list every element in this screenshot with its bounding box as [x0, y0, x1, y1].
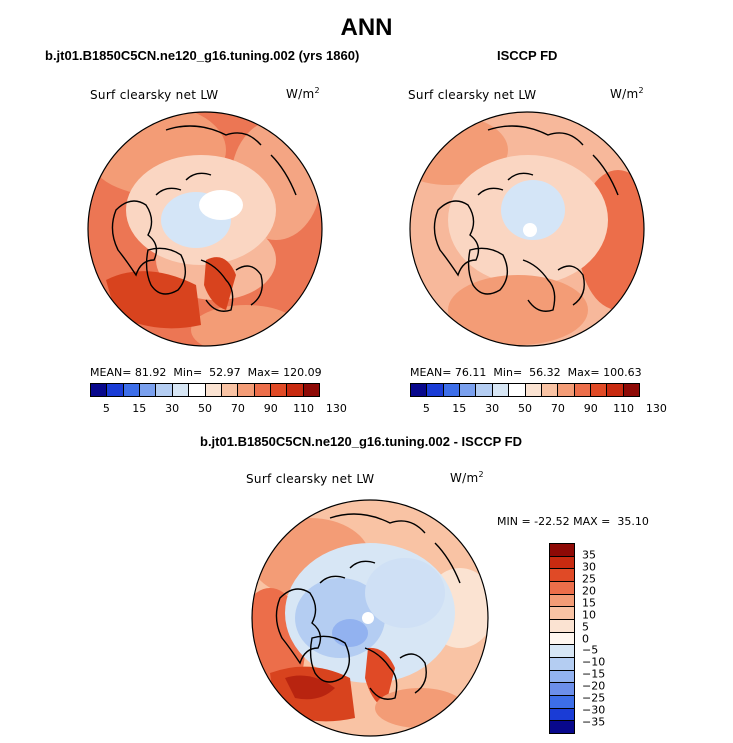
colorbar-swatch: [550, 632, 574, 646]
colorbar-swatch: [140, 384, 157, 396]
obs-colorbar: [410, 383, 640, 397]
colorbar-swatch: [107, 384, 124, 396]
colorbar-swatch: [550, 594, 574, 608]
colorbar-swatch: [550, 670, 574, 684]
colorbar-swatch: [550, 620, 574, 633]
colorbar-swatch: [550, 708, 574, 722]
colorbar-tick-label: 15: [452, 402, 467, 415]
colorbar-swatch: [221, 384, 239, 396]
obs-panel-title: ISCCP FD: [497, 48, 558, 63]
colorbar-tick-label: 30: [582, 560, 596, 574]
colorbar-swatch: [550, 556, 574, 570]
model-units-label: W/m2: [286, 86, 320, 101]
colorbar-swatch: [254, 384, 271, 396]
colorbar-swatch: [590, 384, 608, 396]
colorbar-tick-label: 50: [198, 402, 212, 415]
colorbar-tick-label: 15: [582, 596, 596, 610]
colorbar-swatch: [550, 544, 574, 557]
colorbar-tick-label: −30: [582, 703, 606, 717]
colorbar-tick-label: −35: [582, 715, 606, 729]
model-colorbar: [90, 383, 320, 397]
colorbar-tick-label: −20: [582, 679, 606, 693]
colorbar-tick-label: 110: [293, 402, 315, 415]
colorbar-swatch: [287, 384, 304, 396]
colorbar-tick-label: −15: [582, 667, 606, 681]
colorbar-swatch: [238, 384, 255, 396]
diff-polar-map: [251, 499, 489, 737]
model-panel-title: b.jt01.B1850C5CN.ne120_g16.tuning.002 (y…: [45, 48, 360, 63]
obs-variable-label: Surf clearsky net LW: [408, 88, 537, 102]
model-polar-map: [87, 111, 323, 347]
model-stats: MEAN= 81.92 Min= 52.97 Max= 120.09: [90, 366, 322, 379]
colorbar-swatch: [443, 384, 461, 396]
colorbar-swatch: [189, 384, 206, 396]
obs-stats: MEAN= 76.11 Min= 56.32 Max= 100.63: [410, 366, 642, 379]
colorbar-tick-label: 110: [613, 402, 635, 415]
colorbar-swatch: [550, 645, 574, 659]
colorbar-swatch: [91, 384, 108, 396]
colorbar-swatch: [509, 384, 526, 396]
colorbar-swatch: [558, 384, 575, 396]
colorbar-swatch: [574, 384, 591, 396]
colorbar-swatch: [205, 384, 222, 396]
diff-variable-label: Surf clearsky net LW: [246, 472, 375, 486]
diff-panel-title: b.jt01.B1850C5CN.ne120_g16.tuning.002 - …: [200, 434, 522, 449]
colorbar-tick-label: 20: [582, 584, 596, 598]
colorbar-tick-label: 35: [582, 548, 596, 562]
colorbar-swatch: [550, 569, 574, 583]
diff-colorbar: [549, 543, 575, 734]
diff-minmax: MIN = -22.52 MAX = 35.10: [497, 515, 649, 528]
figure-title: ANN: [340, 14, 393, 41]
colorbar-swatch: [123, 384, 141, 396]
obs-units-label: W/m2: [610, 86, 644, 101]
colorbar-swatch: [550, 721, 574, 734]
colorbar-tick-label: 50: [518, 402, 532, 415]
colorbar-tick-label: −10: [582, 655, 606, 669]
colorbar-swatch: [270, 384, 288, 396]
model-variable-label: Surf clearsky net LW: [90, 88, 219, 102]
colorbar-swatch: [541, 384, 559, 396]
colorbar-tick-label: −5: [582, 643, 599, 657]
colorbar-tick-label: −25: [582, 691, 606, 705]
colorbar-swatch: [623, 384, 640, 396]
colorbar-tick-label: 90: [583, 402, 598, 415]
colorbar-swatch: [550, 582, 574, 595]
colorbar-tick-label: 5: [422, 402, 430, 415]
diff-units-label: W/m2: [450, 470, 484, 485]
colorbar-swatch: [427, 384, 444, 396]
colorbar-tick-label: 10: [582, 608, 596, 622]
colorbar-swatch: [525, 384, 542, 396]
colorbar-swatch: [172, 384, 190, 396]
obs-polar-map: [409, 111, 645, 347]
colorbar-swatch: [550, 607, 574, 621]
colorbar-swatch: [492, 384, 510, 396]
colorbar-swatch: [476, 384, 493, 396]
colorbar-tick-label: 5: [582, 620, 589, 634]
colorbar-tick-label: 130: [325, 402, 347, 415]
colorbar-swatch: [550, 658, 574, 671]
colorbar-tick-label: 25: [582, 572, 596, 586]
colorbar-swatch: [303, 384, 320, 396]
colorbar-swatch: [607, 384, 624, 396]
colorbar-swatch: [550, 683, 574, 697]
colorbar-tick-label: 130: [645, 402, 667, 415]
colorbar-tick-label: 0: [582, 632, 589, 645]
colorbar-swatch: [550, 696, 574, 709]
colorbar-tick-label: 70: [230, 402, 245, 415]
colorbar-swatch: [156, 384, 173, 396]
colorbar-tick-label: 5: [102, 402, 110, 415]
colorbar-tick-label: 30: [485, 402, 500, 415]
colorbar-swatch: [411, 384, 428, 396]
colorbar-tick-label: 90: [263, 402, 278, 415]
colorbar-tick-label: 15: [132, 402, 147, 415]
colorbar-tick-label: 70: [550, 402, 565, 415]
colorbar-swatch: [460, 384, 477, 396]
colorbar-tick-label: 30: [165, 402, 180, 415]
